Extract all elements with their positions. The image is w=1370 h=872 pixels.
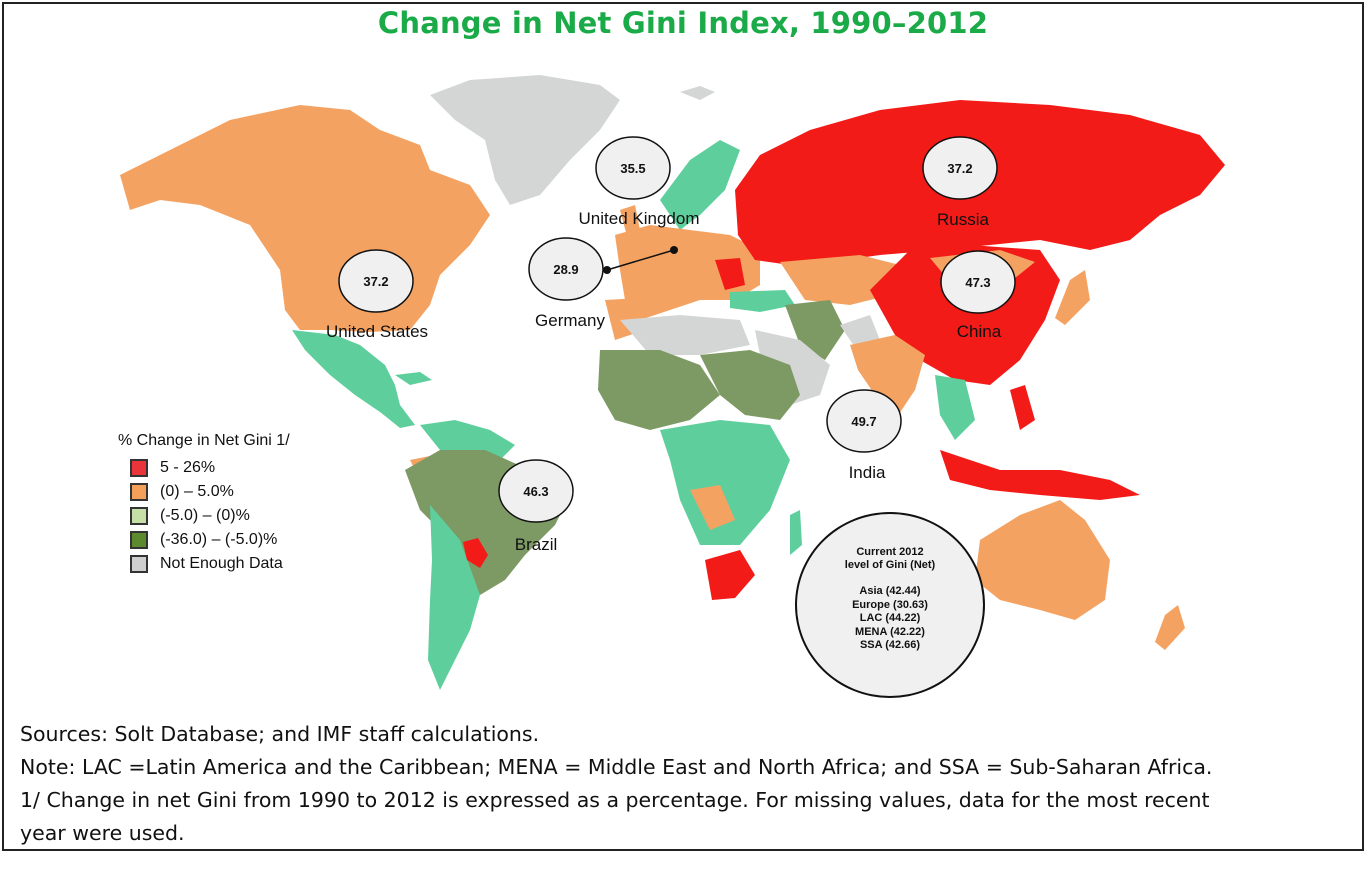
legend-swatch-2 [130,507,148,525]
summary-heading-1: Current 2012 [856,546,924,558]
region-greenland [430,75,620,205]
region-new-zealand [1155,605,1185,650]
legend-label: (-36.0) – (-5.0)% [160,531,278,548]
germany-connector [606,249,675,271]
bubble-germany: 28.9 [528,237,604,301]
legend-item: (-36.0) – (-5.0)% [118,528,418,552]
label-china: China [957,322,1002,341]
region-central-africa [660,420,790,545]
bubble-value-germany: 28.9 [553,262,578,277]
region-philippines [1010,385,1035,430]
legend-item: 5 - 26% [118,456,418,480]
region-western-europe [615,225,760,320]
bubble-india: 49.7 [826,389,902,453]
region-scandinavia [660,140,740,230]
bubble-united-states: 37.2 [338,249,414,313]
label-united-kingdom: United Kingdom [579,209,700,228]
legend-swatch-1 [130,483,148,501]
summary-row: Europe (30.63) [852,598,928,611]
summary-heading-2: level of Gini (Net) [844,559,936,571]
world-map: 37.2 35.5 28.9 37.2 47.3 49.7 46.3 Unite… [120,75,1225,690]
label-india: India [849,463,886,482]
bubble-russia: 37.2 [922,136,998,200]
summary-row: Asia (42.44) [859,585,921,597]
region-india [850,335,925,420]
region-eastern-europe-red [715,258,745,290]
legend-label: (-5.0) – (0)% [160,507,250,524]
bubble-value-brazil: 46.3 [523,484,548,499]
germany-dot-left [603,266,611,274]
bubble-china: 47.3 [940,250,1016,314]
region-madagascar [790,510,802,555]
label-brazil: Brazil [515,535,558,554]
legend-label: 5 - 26% [160,459,216,476]
map-legend: % Change in Net Gini 1/ 5 - 26% (0) – 5.… [118,432,418,576]
region-north-africa [620,315,750,355]
region-mexico-central-america [292,330,415,428]
region-sahel-east [700,350,800,420]
region-north-america [120,105,490,332]
summary-row: LAC (44.22) [859,612,921,624]
legend-item: (0) – 5.0% [118,480,418,504]
legend-item: (-5.0) – (0)% [118,504,418,528]
region-svalbard [680,86,715,100]
legend-label: Not Enough Data [160,555,283,572]
summary-row: MENA (42.22) [855,625,925,638]
bubble-brazil: 46.3 [498,459,574,523]
region-central-asia [780,255,900,305]
map-title: Change in Net Gini Index, 1990–2012 [377,6,989,40]
region-turkey-levant [730,290,795,312]
region-caribbean [395,372,432,385]
region-indonesia-phil [940,450,1140,500]
region-south-africa [705,550,755,600]
region-paraguay [463,538,488,568]
footnote-line-1: 1/ Change in net Gini from 1990 to 2012 … [20,788,1210,812]
legend-swatch-4 [130,555,148,573]
note-line: Note: LAC =Latin America and the Caribbe… [20,755,1213,779]
region-west-africa [598,350,720,430]
summary-row: SSA (42.66) [859,639,921,651]
legend-swatch-3 [130,531,148,549]
germany-dot-right [670,246,678,254]
footnote-line-2: year were used. [20,821,185,845]
regional-gini-summary: Current 2012 level of Gini (Net) Asia (4… [795,512,985,698]
bubble-value-russia: 37.2 [947,161,972,176]
legend-item: Not Enough Data [118,552,418,576]
region-japan [1055,270,1090,325]
region-southern-africa-orange [690,485,735,530]
region-southern-cone [428,505,480,690]
region-australia [975,500,1110,620]
region-mainland-se-asia [935,375,975,440]
sources-line: Sources: Solt Database; and IMF staff ca… [20,722,540,746]
bubble-value-united-kingdom: 35.5 [620,161,645,176]
bubble-value-china: 47.3 [965,275,990,290]
legend-label: (0) – 5.0% [160,483,234,500]
bubble-value-united-states: 37.2 [363,274,388,289]
legend-title: % Change in Net Gini 1/ [118,432,290,449]
label-united-states: United States [326,322,428,341]
label-germany: Germany [535,311,605,330]
region-uk [620,205,640,240]
label-russia: Russia [937,210,990,229]
legend-swatch-0 [130,459,148,477]
figure-footer: Sources: Solt Database; and IMF staff ca… [20,718,1350,850]
bubble-value-india: 49.7 [851,414,876,429]
bubble-united-kingdom: 35.5 [595,136,671,200]
